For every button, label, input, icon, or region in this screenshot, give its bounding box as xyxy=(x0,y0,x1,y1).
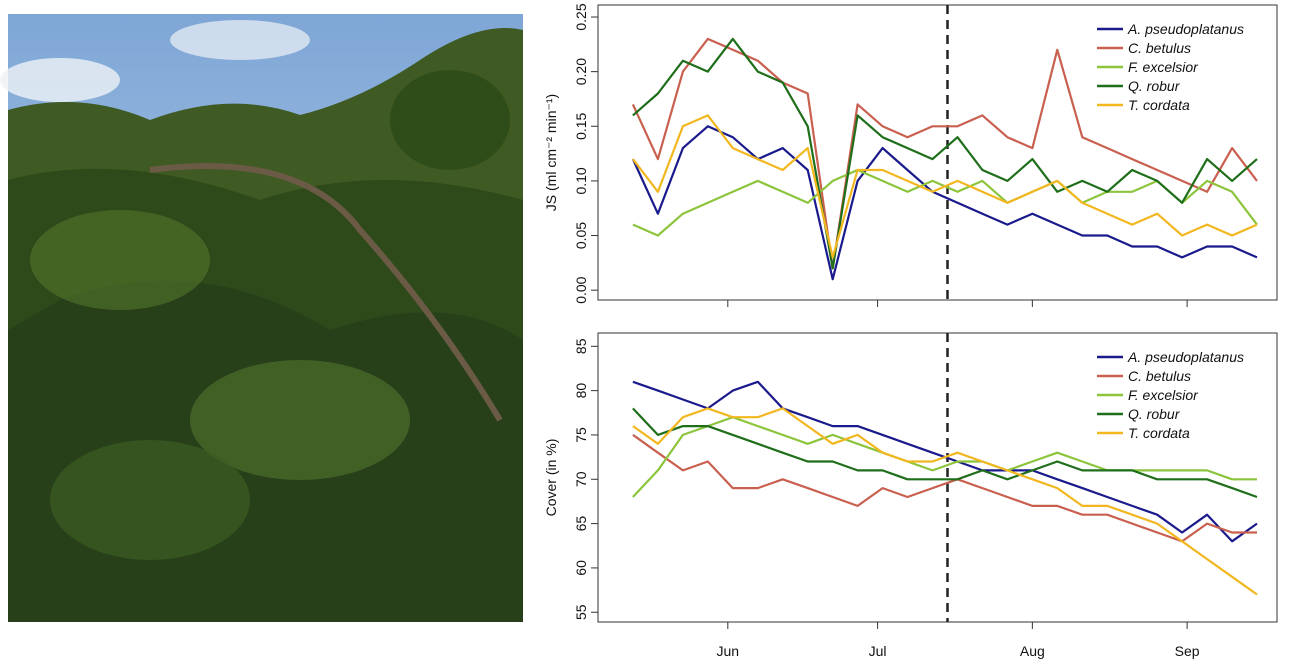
y-axis-title: Cover (in %) xyxy=(543,439,559,517)
y-tick-label: 0.25 xyxy=(573,3,589,30)
y-tick-label: 60 xyxy=(573,560,589,576)
y-tick-label: 0.20 xyxy=(573,58,589,85)
y-tick-label: 75 xyxy=(573,427,589,443)
legend-label: C. betulus xyxy=(1128,40,1191,56)
series-line xyxy=(631,37,1258,270)
y-tick-label: 0.10 xyxy=(573,167,589,194)
legend-label: Q. robur xyxy=(1128,78,1181,94)
legend-label: F. excelsior xyxy=(1128,387,1199,403)
series-line xyxy=(632,407,1258,499)
y-tick-label: 0.15 xyxy=(573,112,589,139)
y-tick-label: 55 xyxy=(573,604,589,620)
legend-label: F. excelsior xyxy=(1128,59,1199,75)
series-line xyxy=(632,37,1258,270)
y-tick-label: 65 xyxy=(573,516,589,532)
y-axis-title: JS (ml cm⁻² min⁻¹) xyxy=(543,94,559,211)
legend-label: T. cordata xyxy=(1128,97,1190,113)
series-line xyxy=(632,407,1258,596)
series-line xyxy=(632,416,1257,498)
series-line xyxy=(632,168,1258,237)
legend-label: C. betulus xyxy=(1128,368,1191,384)
legend-label: A. pseudoplatanus xyxy=(1127,349,1244,365)
x-tick-label: Aug xyxy=(1020,643,1045,659)
x-tick-label: Jun xyxy=(717,643,740,659)
series-line xyxy=(632,114,1258,259)
y-tick-label: 70 xyxy=(573,471,589,487)
y-tick-label: 0.05 xyxy=(573,222,589,249)
y-tick-label: 85 xyxy=(573,338,589,354)
y-tick-label: 80 xyxy=(573,383,589,399)
series-line xyxy=(631,125,1258,281)
x-tick-label: Jul xyxy=(869,643,887,659)
legend-label: Q. robur xyxy=(1128,406,1181,422)
y-tick-label: 0.00 xyxy=(573,276,589,303)
series-line xyxy=(632,434,1257,543)
plot-frame xyxy=(597,332,1278,623)
legend-label: T. cordata xyxy=(1128,425,1190,441)
photo xyxy=(0,14,523,622)
plot-frame xyxy=(597,4,1278,301)
legend-label: A. pseudoplatanus xyxy=(1127,21,1244,37)
x-tick-label: Sep xyxy=(1175,643,1200,659)
